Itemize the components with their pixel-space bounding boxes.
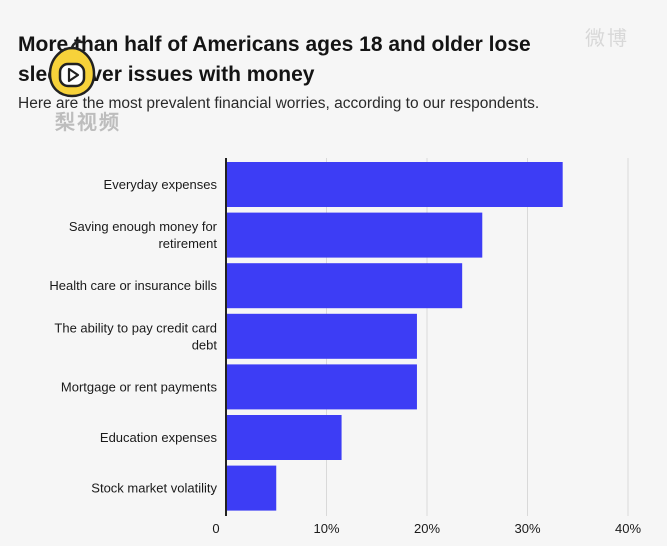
bar: [226, 162, 563, 207]
x-tick-label: 0: [212, 521, 219, 536]
watermark-bottom: 梨视频: [55, 112, 121, 134]
bar: [226, 313, 417, 359]
bar: [226, 212, 483, 258]
chart-title-line1: More than half of Americans ages 18 and …: [18, 33, 531, 56]
category-label: The ability to pay credit card debt: [54, 320, 217, 352]
category-label: Saving enough money for retirement: [69, 219, 218, 251]
category-label: Health care or insurance bills: [49, 278, 217, 293]
x-tick-label: 10%: [313, 521, 339, 536]
category-label: Education expenses: [100, 430, 218, 445]
bar: [226, 364, 417, 410]
chart-subtitle: Here are the most prevalent financial wo…: [18, 95, 540, 112]
bar: [226, 465, 277, 511]
bar: [226, 263, 463, 309]
play-logo-icon: [48, 40, 96, 98]
x-tick-label: 40%: [615, 521, 641, 536]
watermark-top: 微博: [585, 28, 629, 50]
x-tick-label: 20%: [414, 521, 440, 536]
bar: [226, 415, 342, 460]
category-label: Mortgage or rent payments: [61, 379, 218, 394]
x-tick-label: 30%: [514, 521, 540, 536]
category-label: Everyday expenses: [104, 177, 218, 192]
category-label: Stock market volatility: [91, 481, 217, 496]
